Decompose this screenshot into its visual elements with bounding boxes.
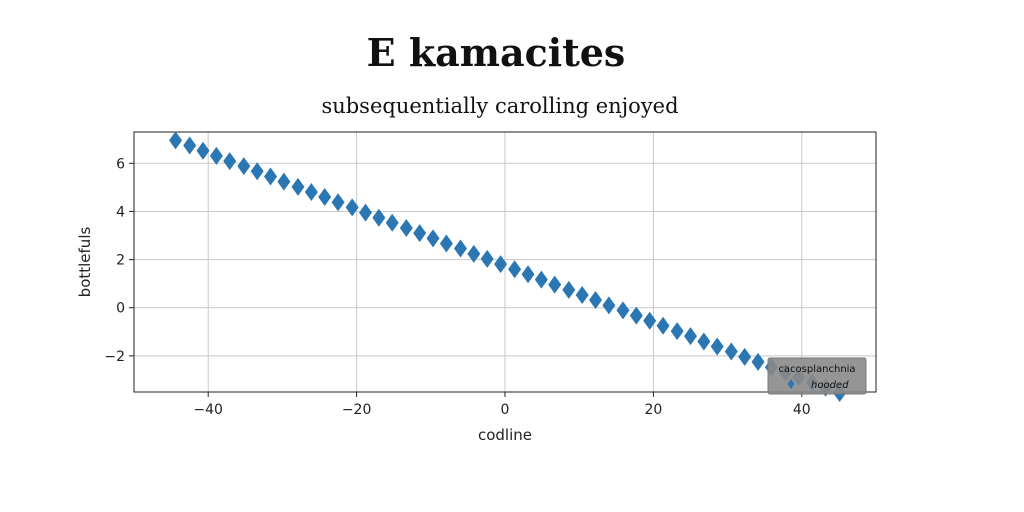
- data-point: [169, 131, 183, 150]
- data-point: [196, 141, 210, 160]
- data-point: [724, 342, 738, 361]
- data-point: [209, 146, 223, 165]
- data-point: [508, 260, 522, 279]
- data-point: [589, 291, 603, 310]
- data-point: [183, 136, 197, 155]
- data-point: [277, 172, 291, 191]
- data-point: [331, 193, 345, 212]
- data-point: [237, 157, 251, 176]
- chart-subtitle: subsequentially carolling enjoyed: [321, 94, 679, 118]
- data-points: [169, 131, 847, 402]
- legend-title: cacosplanchnia: [778, 364, 855, 375]
- data-point: [467, 244, 481, 263]
- data-point: [453, 239, 467, 258]
- data-point: [710, 337, 724, 356]
- x-axis-label: codline: [478, 426, 532, 444]
- data-point: [399, 219, 413, 238]
- data-point: [359, 203, 373, 222]
- data-point: [223, 152, 237, 171]
- data-point: [480, 249, 494, 268]
- y-tick-label: 0: [116, 301, 125, 317]
- data-point: [643, 311, 657, 330]
- data-point: [684, 327, 697, 346]
- data-point: [250, 162, 264, 181]
- y-tick-label: 4: [116, 204, 125, 220]
- data-point: [521, 265, 535, 284]
- data-point: [548, 275, 562, 294]
- data-point: [616, 301, 630, 320]
- data-point: [345, 198, 359, 217]
- data-point: [264, 167, 278, 186]
- data-point: [575, 285, 589, 304]
- legend: cacosplanchnia hooded: [767, 357, 867, 395]
- x-tick-label: −20: [342, 402, 372, 418]
- legend-entry-label: hooded: [811, 380, 849, 391]
- data-point: [697, 332, 711, 351]
- data-point: [602, 296, 616, 315]
- data-point: [629, 306, 643, 325]
- x-tick-label: 0: [501, 402, 510, 418]
- legend-marker-diamond: [787, 379, 795, 389]
- data-point: [304, 182, 318, 201]
- data-point: [738, 347, 752, 366]
- y-tick-label: −2: [104, 349, 125, 365]
- data-point: [372, 208, 386, 227]
- data-point: [413, 224, 427, 243]
- data-point: [751, 352, 765, 371]
- data-point: [291, 177, 305, 196]
- data-point: [494, 255, 508, 274]
- y-tick-label: 6: [116, 156, 125, 172]
- x-tick-label: −40: [193, 402, 223, 418]
- y-axis-label: bottlefuls: [76, 227, 94, 298]
- grid-lines: [134, 132, 876, 392]
- data-point: [385, 213, 399, 232]
- data-point: [534, 270, 548, 289]
- data-point: [426, 229, 440, 248]
- data-point: [562, 280, 576, 299]
- x-tick-label: 20: [644, 402, 662, 418]
- chart-title: E kamacites: [366, 30, 626, 75]
- data-point: [318, 188, 332, 206]
- y-tick-label: 2: [116, 253, 125, 269]
- data-point: [656, 316, 670, 335]
- data-point: [439, 234, 453, 253]
- x-tick-label: 40: [793, 402, 811, 418]
- data-point: [670, 322, 684, 341]
